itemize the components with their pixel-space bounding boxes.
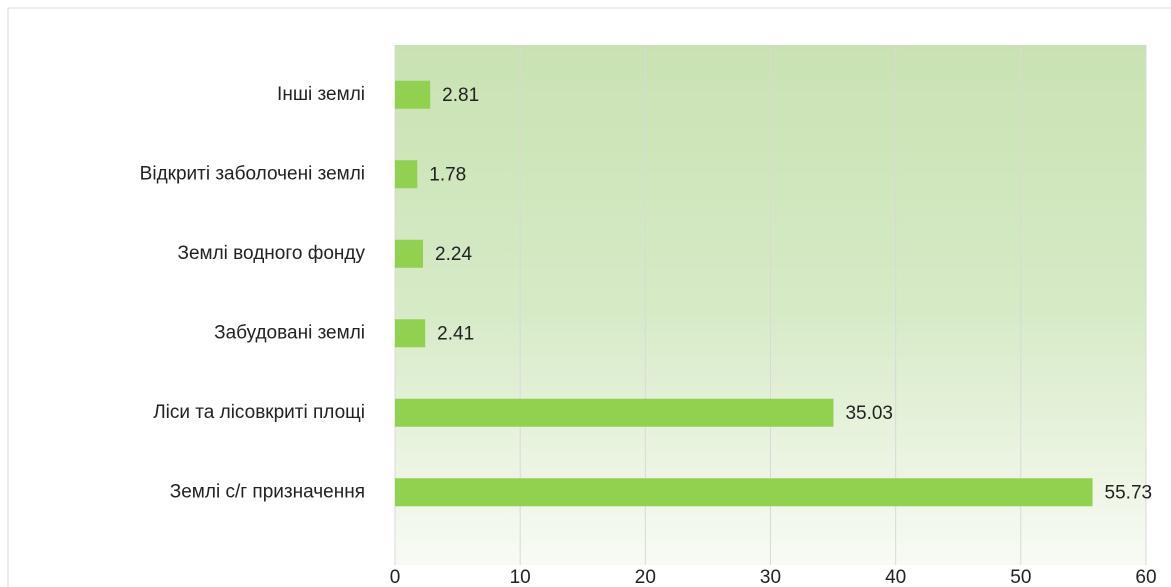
- value-label: 35.03: [845, 403, 893, 424]
- bar: [395, 478, 1093, 507]
- y-tick-label: Ліси та лісовкриті площі: [153, 402, 365, 423]
- x-tick-label: 0: [390, 567, 401, 587]
- bar: [395, 398, 834, 427]
- bar: [395, 80, 431, 109]
- bar: [395, 319, 426, 348]
- x-tick-label: 30: [760, 567, 781, 587]
- bar: [395, 239, 424, 268]
- y-tick-label: Відкриті заболочені землі: [140, 163, 365, 184]
- y-tick-label: Землі водного фонду: [177, 243, 365, 264]
- x-tick-label: 50: [1010, 567, 1031, 587]
- value-label: 2.41: [437, 323, 474, 344]
- x-tick-label: 10: [510, 567, 531, 587]
- y-tick-label: Інші землі: [277, 84, 365, 105]
- value-label: 2.24: [435, 244, 472, 265]
- y-tick-label: Землі с/г призначення: [170, 481, 365, 502]
- bar: [395, 160, 418, 189]
- x-tick-label: 40: [885, 567, 906, 587]
- value-label: 2.81: [442, 85, 479, 106]
- x-tick-label: 20: [635, 567, 656, 587]
- y-tick-label: Забудовані землі: [214, 322, 365, 343]
- x-tick-label: 60: [1135, 567, 1156, 587]
- value-label: 55.73: [1105, 482, 1153, 503]
- value-label: 1.78: [429, 164, 466, 185]
